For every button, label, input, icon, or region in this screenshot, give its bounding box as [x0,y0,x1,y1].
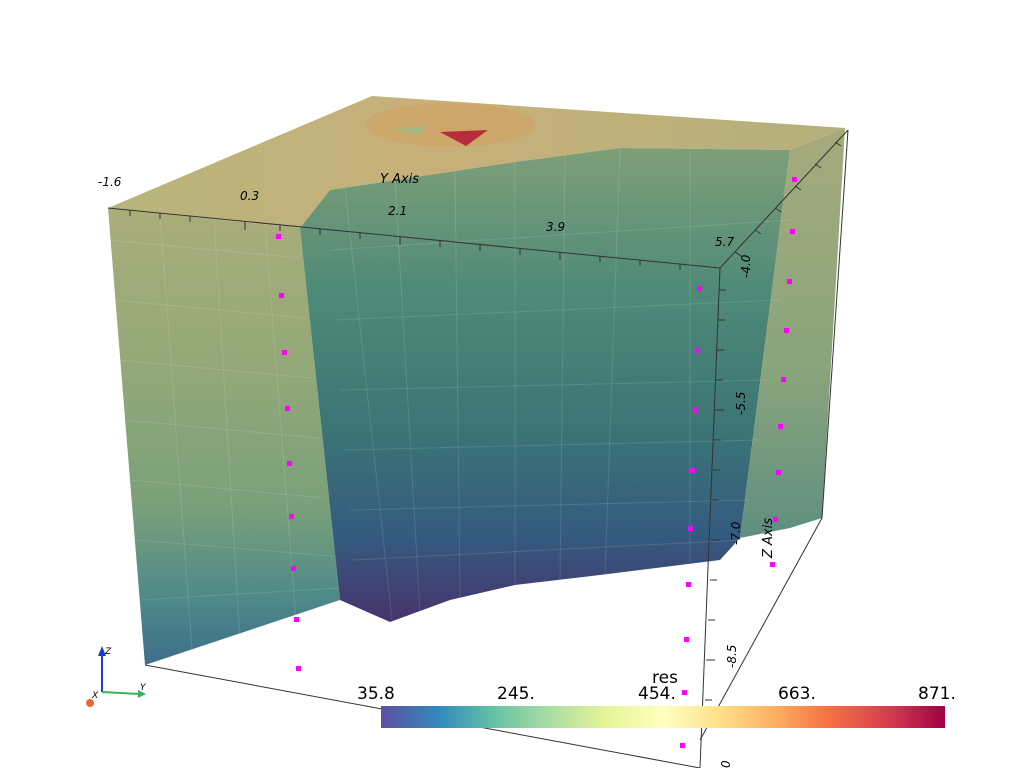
marker [770,562,775,567]
colorbar-label-2: 454. [638,684,676,704]
orientation-x-label: X [91,691,99,701]
z-tick-2: -7.0 [729,521,743,545]
electrode-markers [276,177,797,748]
marker [776,470,781,475]
colorbar-gradient [381,706,945,728]
colorbar-label-1: 245. [497,684,535,704]
marker [276,234,281,239]
marker [778,424,783,429]
top-anomaly-green [392,126,428,134]
marker [695,348,700,353]
marker [790,229,795,234]
y-tick-1: 0.3 [240,189,259,203]
top-anomaly-halo [365,103,535,147]
y-axis-title: Y Axis [380,172,419,187]
marker [291,566,296,571]
orientation-z-label: Z [104,647,112,657]
y-tick-4: 5.7 [715,235,734,249]
z-tick-1: -5.5 [734,392,748,415]
marker [787,279,792,284]
model-side-face [740,128,845,538]
marker [781,377,786,382]
top-anomaly-red [440,130,488,146]
marker [296,666,301,671]
colorbar-label-3: 663. [778,684,816,704]
y-tick-3: 3.9 [546,220,565,234]
marker [697,286,702,291]
marker [684,637,689,642]
marker [688,526,693,531]
marker [686,582,691,587]
marker [784,328,789,333]
y-axis-ticks [129,210,681,270]
marker [682,690,687,695]
z-axis-title: Z Axis [761,518,776,559]
z-axis-ticks [705,289,726,701]
colorbar-label-0: 35.8 [357,684,395,704]
marker [690,468,695,473]
colorbar-label-4: 871. [918,684,956,704]
marker [287,461,292,466]
x-axis-ticks [734,141,842,257]
marker [693,408,698,413]
marker [773,517,778,522]
marker [282,350,287,355]
marker [289,514,294,519]
orientation-widget[interactable]: Z Y X [86,646,147,707]
colorbar-title: res [652,668,678,688]
bounding-box [107,129,849,768]
model-top-surface [108,96,845,228]
model-inner-face [300,148,790,622]
marker [279,293,284,298]
mesh-grid [107,147,791,651]
marker [680,743,685,748]
y-tick-2: 2.1 [388,204,407,218]
marker [792,177,797,182]
z-tick-4: 0 [719,760,733,768]
marker [285,406,290,411]
marker [294,617,299,622]
z-tick-0: -4.0 [739,254,753,278]
z-tick-3: -8.5 [725,645,739,668]
y-tick-0: -1.6 [98,175,122,189]
orientation-y-label: Y [140,683,147,693]
model-front-face [108,208,340,665]
